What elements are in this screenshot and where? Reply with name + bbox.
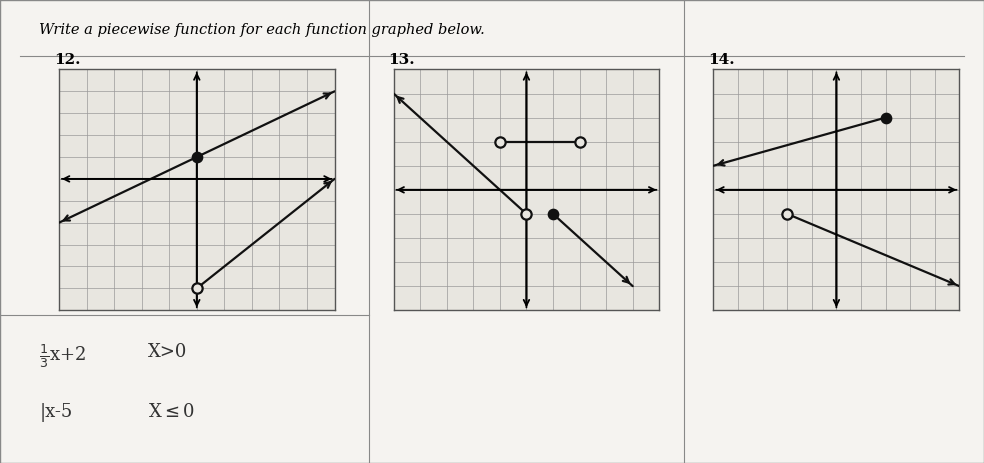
Text: Write a piecewise function for each function graphed below.: Write a piecewise function for each func… [39,23,485,37]
Point [545,210,561,218]
Text: X$\leq$0: X$\leq$0 [148,403,195,421]
Text: 13.: 13. [389,53,415,67]
Text: X>0: X>0 [148,343,187,361]
Point [572,138,587,145]
Text: 12.: 12. [54,53,81,67]
Text: $\frac{1}{3}$x+2: $\frac{1}{3}$x+2 [39,343,87,370]
Text: 14.: 14. [708,53,735,67]
Point [519,210,534,218]
Point [878,114,893,121]
Point [492,138,508,145]
Point [189,285,205,292]
Point [189,153,205,161]
Point [779,210,795,218]
Text: |x-5: |x-5 [39,403,73,422]
